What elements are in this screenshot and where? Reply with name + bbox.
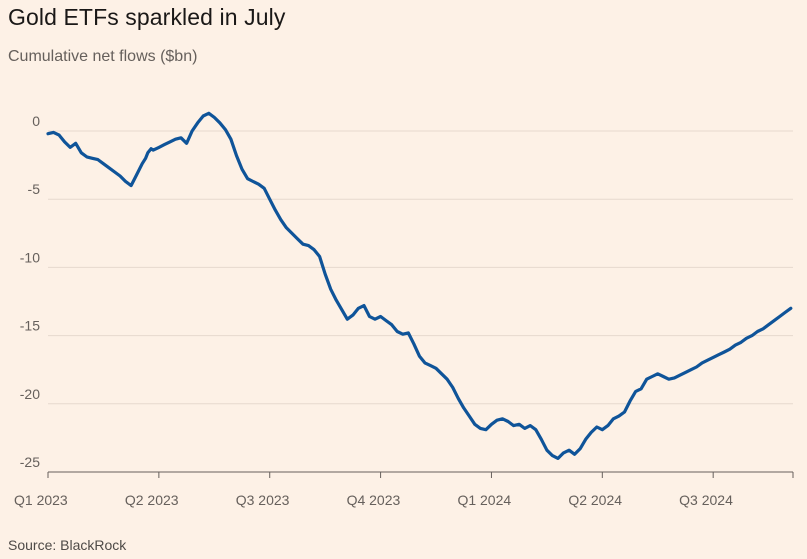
- y-tick-label: 0: [32, 113, 40, 129]
- y-tick-label: -15: [20, 318, 40, 334]
- chart-title: Gold ETFs sparkled in July: [8, 4, 286, 30]
- x-tick-label: Q2 2023: [125, 492, 179, 508]
- y-tick-label: -20: [20, 386, 40, 402]
- y-tick-label: -10: [20, 249, 40, 265]
- x-tick-label: Q3 2023: [236, 492, 290, 508]
- series-layer: [46, 111, 793, 460]
- series-line: [46, 111, 793, 460]
- x-tick-label: Q4 2023: [347, 492, 401, 508]
- x-axis-ticks: Q1 2023 Q2 2023 Q3 2023 Q4 2023 Q1 2024 Q2 20…: [14, 472, 794, 508]
- x-tick-label: Q3 2024: [679, 492, 733, 508]
- y-axis-ticks: 0 -5 -10 -15 -20 -25: [20, 113, 40, 470]
- chart-source: Source: BlackRock: [8, 537, 127, 553]
- chart-subtitle: Cumulative net flows ($bn): [8, 48, 198, 65]
- x-tick-label: Q1 2024: [457, 492, 511, 508]
- x-tick-label: Q2 2024: [568, 492, 622, 508]
- y-tick-label: -5: [28, 181, 41, 197]
- y-tick-label: -25: [20, 454, 40, 470]
- x-tick-label: Q1 2023: [14, 492, 68, 508]
- gridlines: [48, 130, 793, 473]
